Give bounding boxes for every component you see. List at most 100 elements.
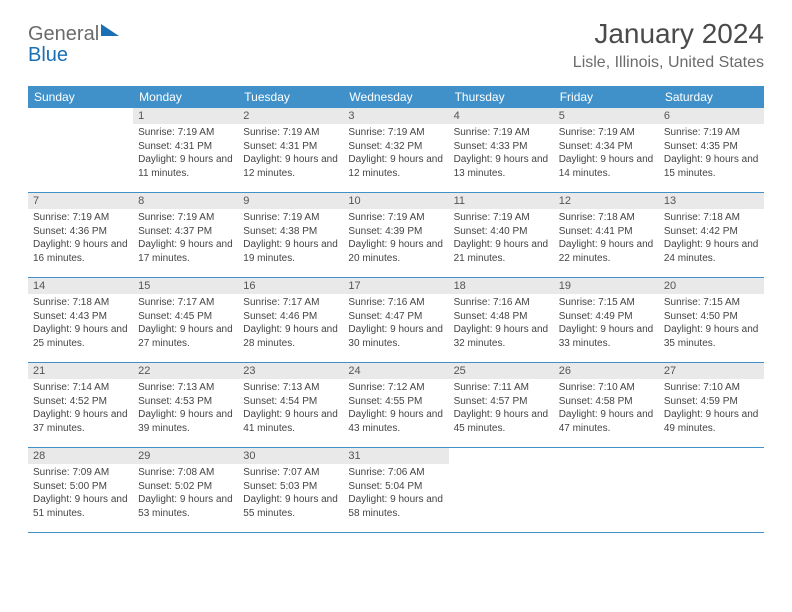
calendar-day: 7Sunrise: 7:19 AMSunset: 4:36 PMDaylight…	[28, 193, 133, 277]
calendar-day: 10Sunrise: 7:19 AMSunset: 4:39 PMDayligh…	[343, 193, 448, 277]
day-number: 29	[133, 448, 238, 464]
calendar-day: 15Sunrise: 7:17 AMSunset: 4:45 PMDayligh…	[133, 278, 238, 362]
day-content: Sunrise: 7:19 AMSunset: 4:31 PMDaylight:…	[238, 124, 343, 184]
daylight-text: Daylight: 9 hours and 19 minutes.	[243, 238, 338, 265]
sunrise-text: Sunrise: 7:19 AM	[454, 126, 549, 140]
daylight-text: Daylight: 9 hours and 30 minutes.	[348, 323, 443, 350]
day-content: Sunrise: 7:19 AMSunset: 4:31 PMDaylight:…	[133, 124, 238, 184]
sunrise-text: Sunrise: 7:10 AM	[664, 381, 759, 395]
calendar-day: 1Sunrise: 7:19 AMSunset: 4:31 PMDaylight…	[133, 108, 238, 192]
sunrise-text: Sunrise: 7:17 AM	[243, 296, 338, 310]
day-number: 11	[449, 193, 554, 209]
day-content: Sunrise: 7:19 AMSunset: 4:40 PMDaylight:…	[449, 209, 554, 269]
sunset-text: Sunset: 4:45 PM	[138, 310, 233, 324]
calendar-day: 2Sunrise: 7:19 AMSunset: 4:31 PMDaylight…	[238, 108, 343, 192]
day-of-week-label: Friday	[554, 86, 659, 108]
sunset-text: Sunset: 4:53 PM	[138, 395, 233, 409]
sunset-text: Sunset: 4:41 PM	[559, 225, 654, 239]
day-content: Sunrise: 7:12 AMSunset: 4:55 PMDaylight:…	[343, 379, 448, 439]
daylight-text: Daylight: 9 hours and 25 minutes.	[33, 323, 128, 350]
daylight-text: Daylight: 9 hours and 39 minutes.	[138, 408, 233, 435]
calendar-day: 28Sunrise: 7:09 AMSunset: 5:00 PMDayligh…	[28, 448, 133, 532]
daylight-text: Daylight: 9 hours and 15 minutes.	[664, 153, 759, 180]
sunset-text: Sunset: 4:33 PM	[454, 140, 549, 154]
sunset-text: Sunset: 4:32 PM	[348, 140, 443, 154]
header-right: January 2024 Lisle, Illinois, United Sta…	[573, 18, 764, 72]
daylight-text: Daylight: 9 hours and 43 minutes.	[348, 408, 443, 435]
day-number: 9	[238, 193, 343, 209]
daylight-text: Daylight: 9 hours and 21 minutes.	[454, 238, 549, 265]
calendar-day: 9Sunrise: 7:19 AMSunset: 4:38 PMDaylight…	[238, 193, 343, 277]
day-number: 18	[449, 278, 554, 294]
day-of-week-label: Thursday	[449, 86, 554, 108]
day-content: Sunrise: 7:07 AMSunset: 5:03 PMDaylight:…	[238, 464, 343, 524]
sunset-text: Sunset: 4:52 PM	[33, 395, 128, 409]
calendar-day: 5Sunrise: 7:19 AMSunset: 4:34 PMDaylight…	[554, 108, 659, 192]
daylight-text: Daylight: 9 hours and 47 minutes.	[559, 408, 654, 435]
day-number: 16	[238, 278, 343, 294]
day-number: 24	[343, 363, 448, 379]
sunset-text: Sunset: 4:31 PM	[138, 140, 233, 154]
sunrise-text: Sunrise: 7:19 AM	[138, 126, 233, 140]
calendar-day: 29Sunrise: 7:08 AMSunset: 5:02 PMDayligh…	[133, 448, 238, 532]
sunset-text: Sunset: 4:48 PM	[454, 310, 549, 324]
sunrise-text: Sunrise: 7:19 AM	[138, 211, 233, 225]
day-number: 14	[28, 278, 133, 294]
day-content: Sunrise: 7:19 AMSunset: 4:33 PMDaylight:…	[449, 124, 554, 184]
day-number: 27	[659, 363, 764, 379]
sunrise-text: Sunrise: 7:19 AM	[664, 126, 759, 140]
daylight-text: Daylight: 9 hours and 12 minutes.	[348, 153, 443, 180]
daylight-text: Daylight: 9 hours and 35 minutes.	[664, 323, 759, 350]
calendar-day: 3Sunrise: 7:19 AMSunset: 4:32 PMDaylight…	[343, 108, 448, 192]
day-of-week-label: Sunday	[28, 86, 133, 108]
day-of-week-row: SundayMondayTuesdayWednesdayThursdayFrid…	[28, 86, 764, 108]
day-content: Sunrise: 7:19 AMSunset: 4:39 PMDaylight:…	[343, 209, 448, 269]
day-number: 28	[28, 448, 133, 464]
logo-word-1: General	[28, 23, 99, 45]
day-content: Sunrise: 7:09 AMSunset: 5:00 PMDaylight:…	[28, 464, 133, 524]
day-content: Sunrise: 7:18 AMSunset: 4:43 PMDaylight:…	[28, 294, 133, 354]
calendar-day: 19Sunrise: 7:15 AMSunset: 4:49 PMDayligh…	[554, 278, 659, 362]
calendar-day: 11Sunrise: 7:19 AMSunset: 4:40 PMDayligh…	[449, 193, 554, 277]
calendar-day: 13Sunrise: 7:18 AMSunset: 4:42 PMDayligh…	[659, 193, 764, 277]
sunrise-text: Sunrise: 7:18 AM	[33, 296, 128, 310]
day-content: Sunrise: 7:13 AMSunset: 4:54 PMDaylight:…	[238, 379, 343, 439]
sunrise-text: Sunrise: 7:13 AM	[138, 381, 233, 395]
daylight-text: Daylight: 9 hours and 12 minutes.	[243, 153, 338, 180]
sunset-text: Sunset: 4:46 PM	[243, 310, 338, 324]
day-number: 2	[238, 108, 343, 124]
sunset-text: Sunset: 4:54 PM	[243, 395, 338, 409]
day-content: Sunrise: 7:17 AMSunset: 4:45 PMDaylight:…	[133, 294, 238, 354]
day-content: Sunrise: 7:18 AMSunset: 4:42 PMDaylight:…	[659, 209, 764, 269]
daylight-text: Daylight: 9 hours and 24 minutes.	[664, 238, 759, 265]
daylight-text: Daylight: 9 hours and 33 minutes.	[559, 323, 654, 350]
daylight-text: Daylight: 9 hours and 53 minutes.	[138, 493, 233, 520]
sunrise-text: Sunrise: 7:17 AM	[138, 296, 233, 310]
day-number: 19	[554, 278, 659, 294]
calendar-week: 14Sunrise: 7:18 AMSunset: 4:43 PMDayligh…	[28, 278, 764, 363]
day-number: 25	[449, 363, 554, 379]
day-number: 4	[449, 108, 554, 124]
sunset-text: Sunset: 5:02 PM	[138, 480, 233, 494]
logo: General Blue	[28, 18, 119, 66]
day-content: Sunrise: 7:08 AMSunset: 5:02 PMDaylight:…	[133, 464, 238, 524]
sunrise-text: Sunrise: 7:18 AM	[664, 211, 759, 225]
sunset-text: Sunset: 5:00 PM	[33, 480, 128, 494]
sunrise-text: Sunrise: 7:19 AM	[243, 126, 338, 140]
daylight-text: Daylight: 9 hours and 22 minutes.	[559, 238, 654, 265]
daylight-text: Daylight: 9 hours and 17 minutes.	[138, 238, 233, 265]
sunset-text: Sunset: 4:43 PM	[33, 310, 128, 324]
day-number: 5	[554, 108, 659, 124]
location-subtitle: Lisle, Illinois, United States	[573, 54, 764, 72]
calendar-day	[659, 448, 764, 532]
calendar-day: 21Sunrise: 7:14 AMSunset: 4:52 PMDayligh…	[28, 363, 133, 447]
day-of-week-label: Saturday	[659, 86, 764, 108]
daylight-text: Daylight: 9 hours and 27 minutes.	[138, 323, 233, 350]
daylight-text: Daylight: 9 hours and 49 minutes.	[664, 408, 759, 435]
calendar-day	[554, 448, 659, 532]
calendar-day: 12Sunrise: 7:18 AMSunset: 4:41 PMDayligh…	[554, 193, 659, 277]
sunrise-text: Sunrise: 7:08 AM	[138, 466, 233, 480]
calendar-day: 25Sunrise: 7:11 AMSunset: 4:57 PMDayligh…	[449, 363, 554, 447]
day-content: Sunrise: 7:19 AMSunset: 4:36 PMDaylight:…	[28, 209, 133, 269]
day-number	[449, 448, 554, 452]
